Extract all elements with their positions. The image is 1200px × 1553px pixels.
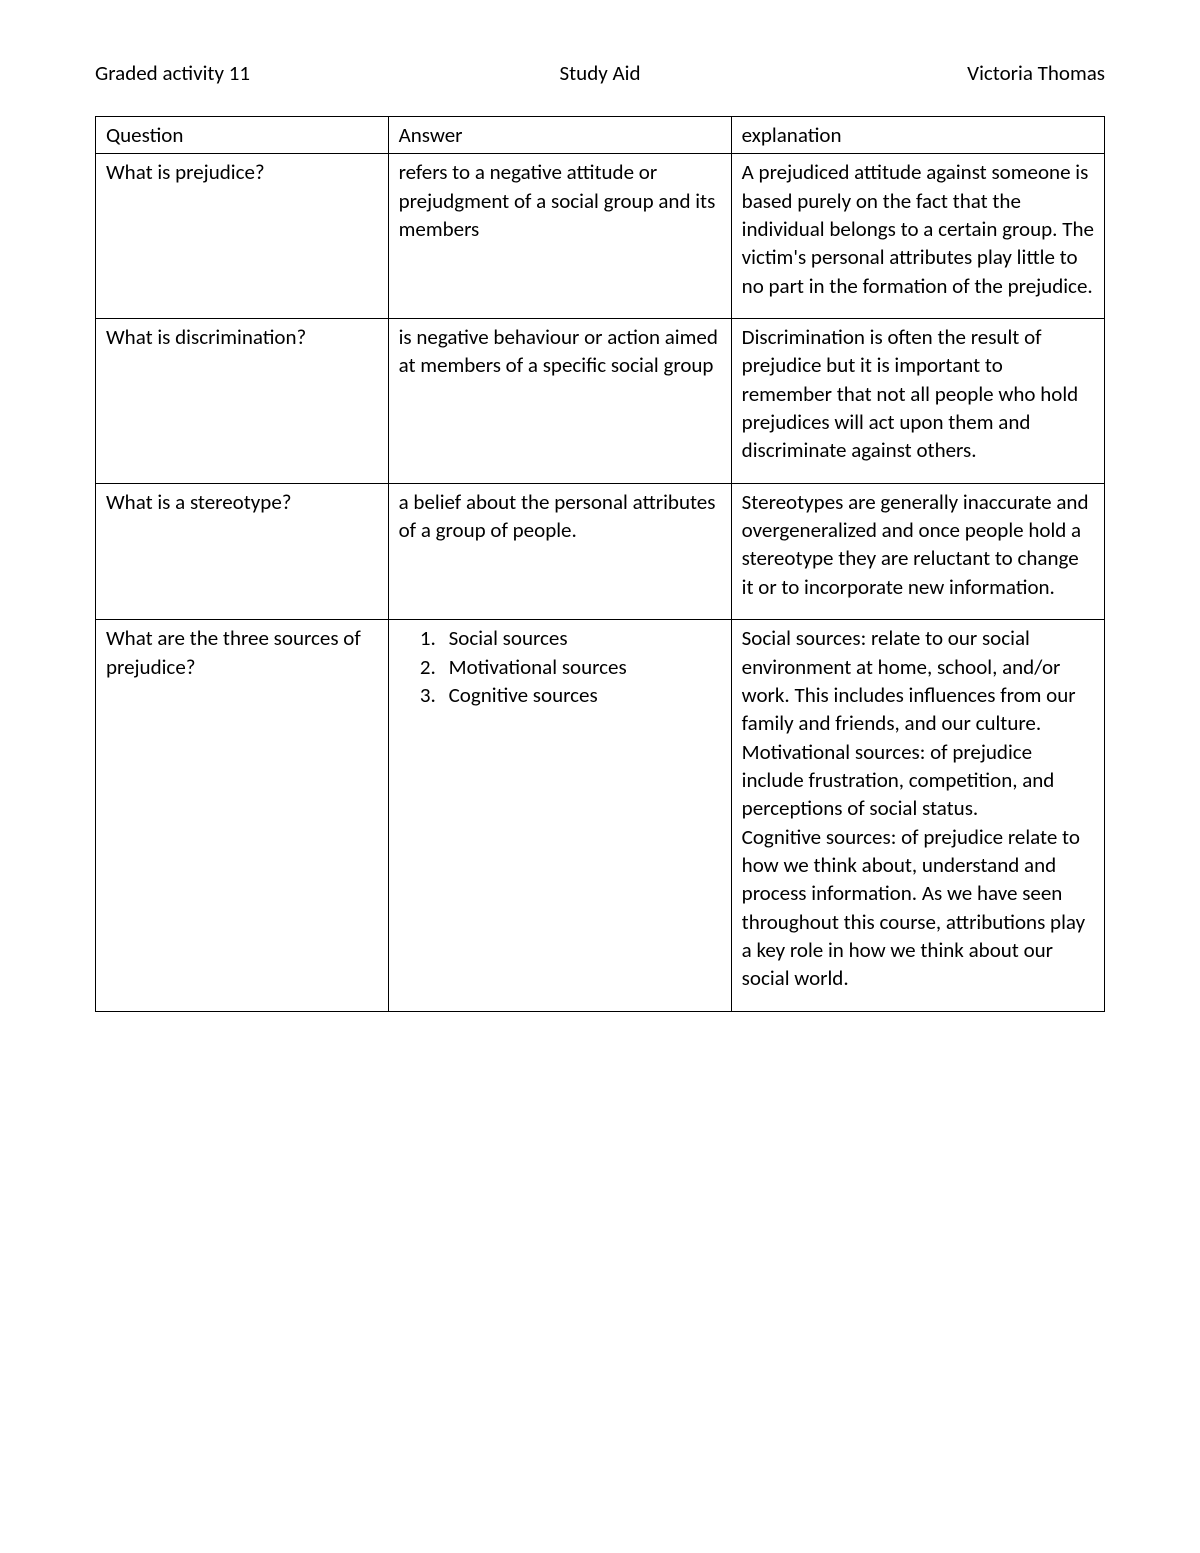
table-row: What is prejudice? refers to a negative … <box>96 154 1105 319</box>
cell-question: What is prejudice? <box>96 154 389 319</box>
cell-explanation: A prejudiced attitude against someone is… <box>731 154 1104 319</box>
cell-explanation: Discrimination is often the result of pr… <box>731 319 1104 484</box>
cell-explanation: Stereotypes are generally inaccurate and… <box>731 483 1104 619</box>
cell-answer: refers to a negative attitude or prejudg… <box>388 154 731 319</box>
header-right: Victoria Thomas <box>768 60 1105 86</box>
cell-explanation: Social sources: relate to our social env… <box>731 620 1104 1011</box>
table-row: What is discrimination? is negative beha… <box>96 319 1105 484</box>
table-body: What is prejudice? refers to a negative … <box>96 154 1105 1011</box>
cell-answer: is negative behaviour or action aimed at… <box>388 319 731 484</box>
answer-list: Social sources Motivational sources Cogn… <box>399 624 721 709</box>
column-header-explanation: explanation <box>731 117 1104 154</box>
cell-answer: a belief about the personal attributes o… <box>388 483 731 619</box>
header-left: Graded activity 11 <box>95 60 432 86</box>
cell-question: What is discrimination? <box>96 319 389 484</box>
table-row: What is a stereotype? a belief about the… <box>96 483 1105 619</box>
column-header-question: Question <box>96 117 389 154</box>
cell-question: What are the three sources of prejudice? <box>96 620 389 1011</box>
list-item: Motivational sources <box>441 653 721 681</box>
table-header-row: Question Answer explanation <box>96 117 1105 154</box>
cell-question: What is a stereotype? <box>96 483 389 619</box>
table-row: What are the three sources of prejudice?… <box>96 620 1105 1011</box>
cell-answer: Social sources Motivational sources Cogn… <box>388 620 731 1011</box>
list-item: Cognitive sources <box>441 681 721 709</box>
study-table: Question Answer explanation What is prej… <box>95 116 1105 1012</box>
list-item: Social sources <box>441 624 721 652</box>
page-header: Graded activity 11 Study Aid Victoria Th… <box>95 60 1105 86</box>
column-header-answer: Answer <box>388 117 731 154</box>
header-center: Study Aid <box>432 60 769 86</box>
